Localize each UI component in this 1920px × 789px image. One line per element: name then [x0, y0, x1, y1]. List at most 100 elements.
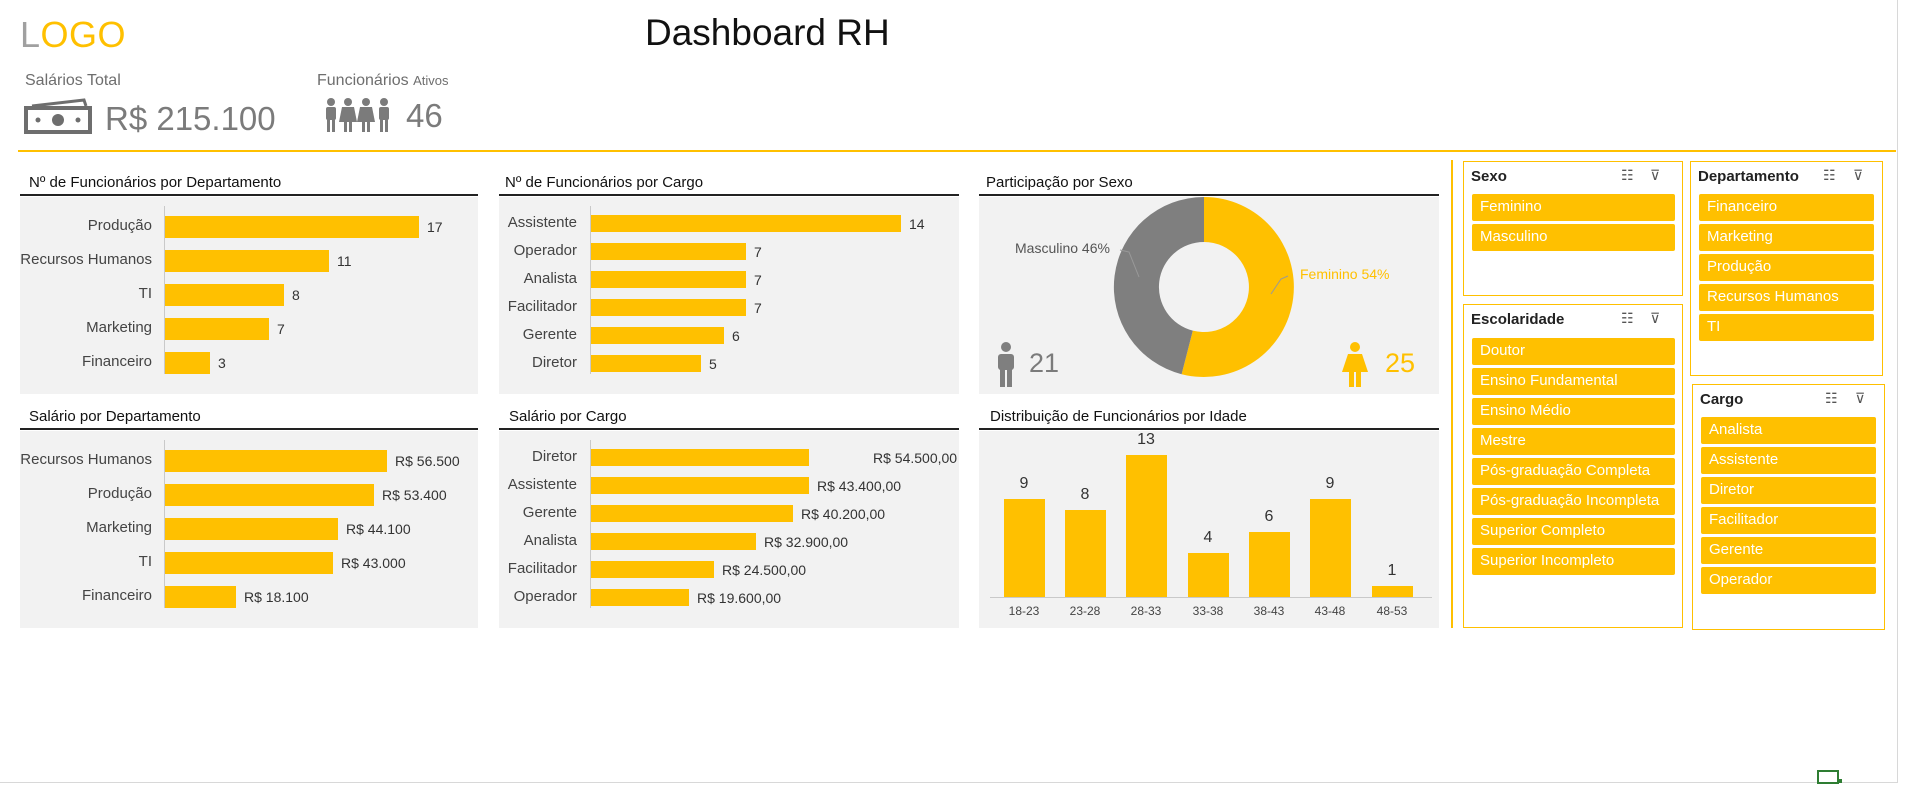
slicer-item-financeiro[interactable]: Financeiro	[1699, 194, 1874, 221]
male-icon	[993, 342, 1019, 393]
category-label: Assistente	[507, 476, 577, 493]
category-label: Analista	[523, 532, 577, 549]
data-label: R$ 24.500,00	[722, 562, 807, 578]
slicer-title: Departamento	[1698, 168, 1799, 185]
category-label: 38-43	[1253, 604, 1285, 618]
donut-chart	[1113, 197, 1294, 377]
data-label: 1	[1387, 562, 1397, 579]
multi-select-icon[interactable]: ☷	[1823, 167, 1836, 183]
female-count: 25	[1385, 348, 1416, 378]
chart-axis	[164, 206, 165, 374]
slicer-sexo: Sexo ☷ ⊽ Feminino Masculino	[1463, 161, 1683, 296]
category-label: Gerente	[522, 326, 577, 343]
chart-dept-count: Nº de Funcionários por Departamento Prod…	[20, 172, 478, 394]
bar	[591, 215, 901, 232]
bar	[591, 505, 793, 522]
category-label: Assistente	[507, 214, 577, 231]
bar	[165, 216, 419, 238]
bar	[591, 589, 689, 606]
slicer-item-marketing[interactable]: Marketing	[1699, 224, 1874, 251]
title-underline	[499, 194, 959, 196]
people-icon	[323, 97, 393, 138]
slicer-item-producao[interactable]: Produção	[1699, 254, 1874, 281]
slicer-item-feminino[interactable]: Feminino	[1472, 194, 1675, 221]
chart-title: Salário por Cargo	[509, 408, 627, 425]
data-label: 8	[292, 287, 300, 303]
bar	[591, 327, 724, 344]
slicer-item-mestre[interactable]: Mestre	[1472, 428, 1675, 455]
bar	[591, 243, 746, 260]
chart-title: Nº de Funcionários por Cargo	[505, 174, 704, 191]
header-divider	[18, 150, 1896, 152]
data-label: 7	[754, 244, 762, 260]
slicer-item-recursos-humanos[interactable]: Recursos Humanos	[1699, 284, 1874, 311]
slicer-item-facilitador[interactable]: Facilitador	[1701, 507, 1876, 534]
clear-filter-icon[interactable]: ⊽	[1650, 167, 1661, 183]
slicer-title: Cargo	[1700, 391, 1744, 408]
multi-select-icon[interactable]: ☷	[1621, 167, 1634, 183]
category-label: 18-23	[1008, 604, 1040, 618]
female-icon	[1341, 342, 1369, 393]
multi-select-icon[interactable]: ☷	[1621, 310, 1634, 326]
display-settings-icon[interactable]	[1817, 770, 1843, 789]
slicer-item-doutor[interactable]: Doutor	[1472, 338, 1675, 365]
slicer-item-pos-completa[interactable]: Pós-graduação Completa	[1472, 458, 1675, 485]
kpi-salary-value: R$ 215.100	[105, 100, 276, 137]
slicer-item-analista[interactable]: Analista	[1701, 417, 1876, 444]
data-label: 6	[732, 328, 740, 344]
slicer-item-ensino-fundamental[interactable]: Ensino Fundamental	[1472, 368, 1675, 395]
bar	[591, 355, 701, 372]
slicer-item-masculino[interactable]: Masculino	[1472, 224, 1675, 251]
data-label: R$ 19.600,00	[697, 590, 782, 606]
slice-label-feminino: Feminino 54%	[1300, 266, 1390, 282]
bar	[165, 352, 210, 374]
bar	[591, 449, 809, 466]
data-label: R$ 43.000	[341, 555, 406, 571]
bar	[591, 271, 746, 288]
clear-filter-icon[interactable]: ⊽	[1855, 390, 1866, 406]
slicer-item-operador[interactable]: Operador	[1701, 567, 1876, 594]
data-label: 13	[1137, 431, 1155, 448]
slicer-item-pos-incompleta[interactable]: Pós-graduação Incompleta	[1472, 488, 1675, 515]
data-label: R$ 54.500,00	[873, 450, 958, 466]
chart-title: Distribuição de Funcionários por Idade	[990, 408, 1247, 425]
category-label: 43-48	[1314, 604, 1346, 618]
bar	[1188, 553, 1229, 597]
page-title: Dashboard RH	[645, 12, 890, 53]
slicer-escolaridade: Escolaridade ☷ ⊽ Doutor Ensino Fundament…	[1463, 304, 1683, 628]
slicer-departamento: Departamento ☷ ⊽ Financeiro Marketing Pr…	[1690, 161, 1883, 376]
clear-filter-icon[interactable]: ⊽	[1650, 310, 1661, 326]
data-label: 17	[427, 219, 443, 235]
category-label: Produção	[87, 485, 152, 502]
slicer-item-gerente[interactable]: Gerente	[1701, 537, 1876, 564]
bar	[1310, 499, 1351, 597]
category-label: Diretor	[531, 354, 577, 371]
category-label: TI	[138, 553, 152, 570]
slicer-item-ensino-medio[interactable]: Ensino Médio	[1472, 398, 1675, 425]
logo: LOGO	[20, 14, 127, 55]
multi-select-icon[interactable]: ☷	[1825, 390, 1838, 406]
slicer-item-ti[interactable]: TI	[1699, 314, 1874, 341]
title-underline	[979, 428, 1439, 430]
clear-filter-icon[interactable]: ⊽	[1853, 167, 1864, 183]
title-underline	[979, 194, 1439, 196]
slicer-item-diretor[interactable]: Diretor	[1701, 477, 1876, 504]
slicer-item-superior-completo[interactable]: Superior Completo	[1472, 518, 1675, 545]
data-label: 11	[337, 253, 352, 269]
data-label: R$ 56.500	[395, 453, 460, 469]
category-label: Recursos Humanos	[20, 451, 152, 468]
chart-age: Distribuição de Funcionários por Idade 9…	[979, 406, 1439, 628]
bar	[165, 450, 387, 472]
category-label: 48-53	[1376, 604, 1408, 618]
category-label: Gerente	[522, 504, 577, 521]
bar	[591, 299, 746, 316]
category-label: 33-38	[1192, 604, 1224, 618]
slicer-divider	[1451, 160, 1453, 628]
kpi-employees-label: Funcionários Ativos	[317, 72, 449, 89]
title-underline	[20, 194, 478, 196]
male-count: 21	[1029, 348, 1060, 378]
data-label: R$ 43.400,00	[817, 478, 902, 494]
data-label: 7	[277, 321, 285, 337]
slicer-item-superior-incompleto[interactable]: Superior Incompleto	[1472, 548, 1675, 575]
slicer-item-assistente[interactable]: Assistente	[1701, 447, 1876, 474]
